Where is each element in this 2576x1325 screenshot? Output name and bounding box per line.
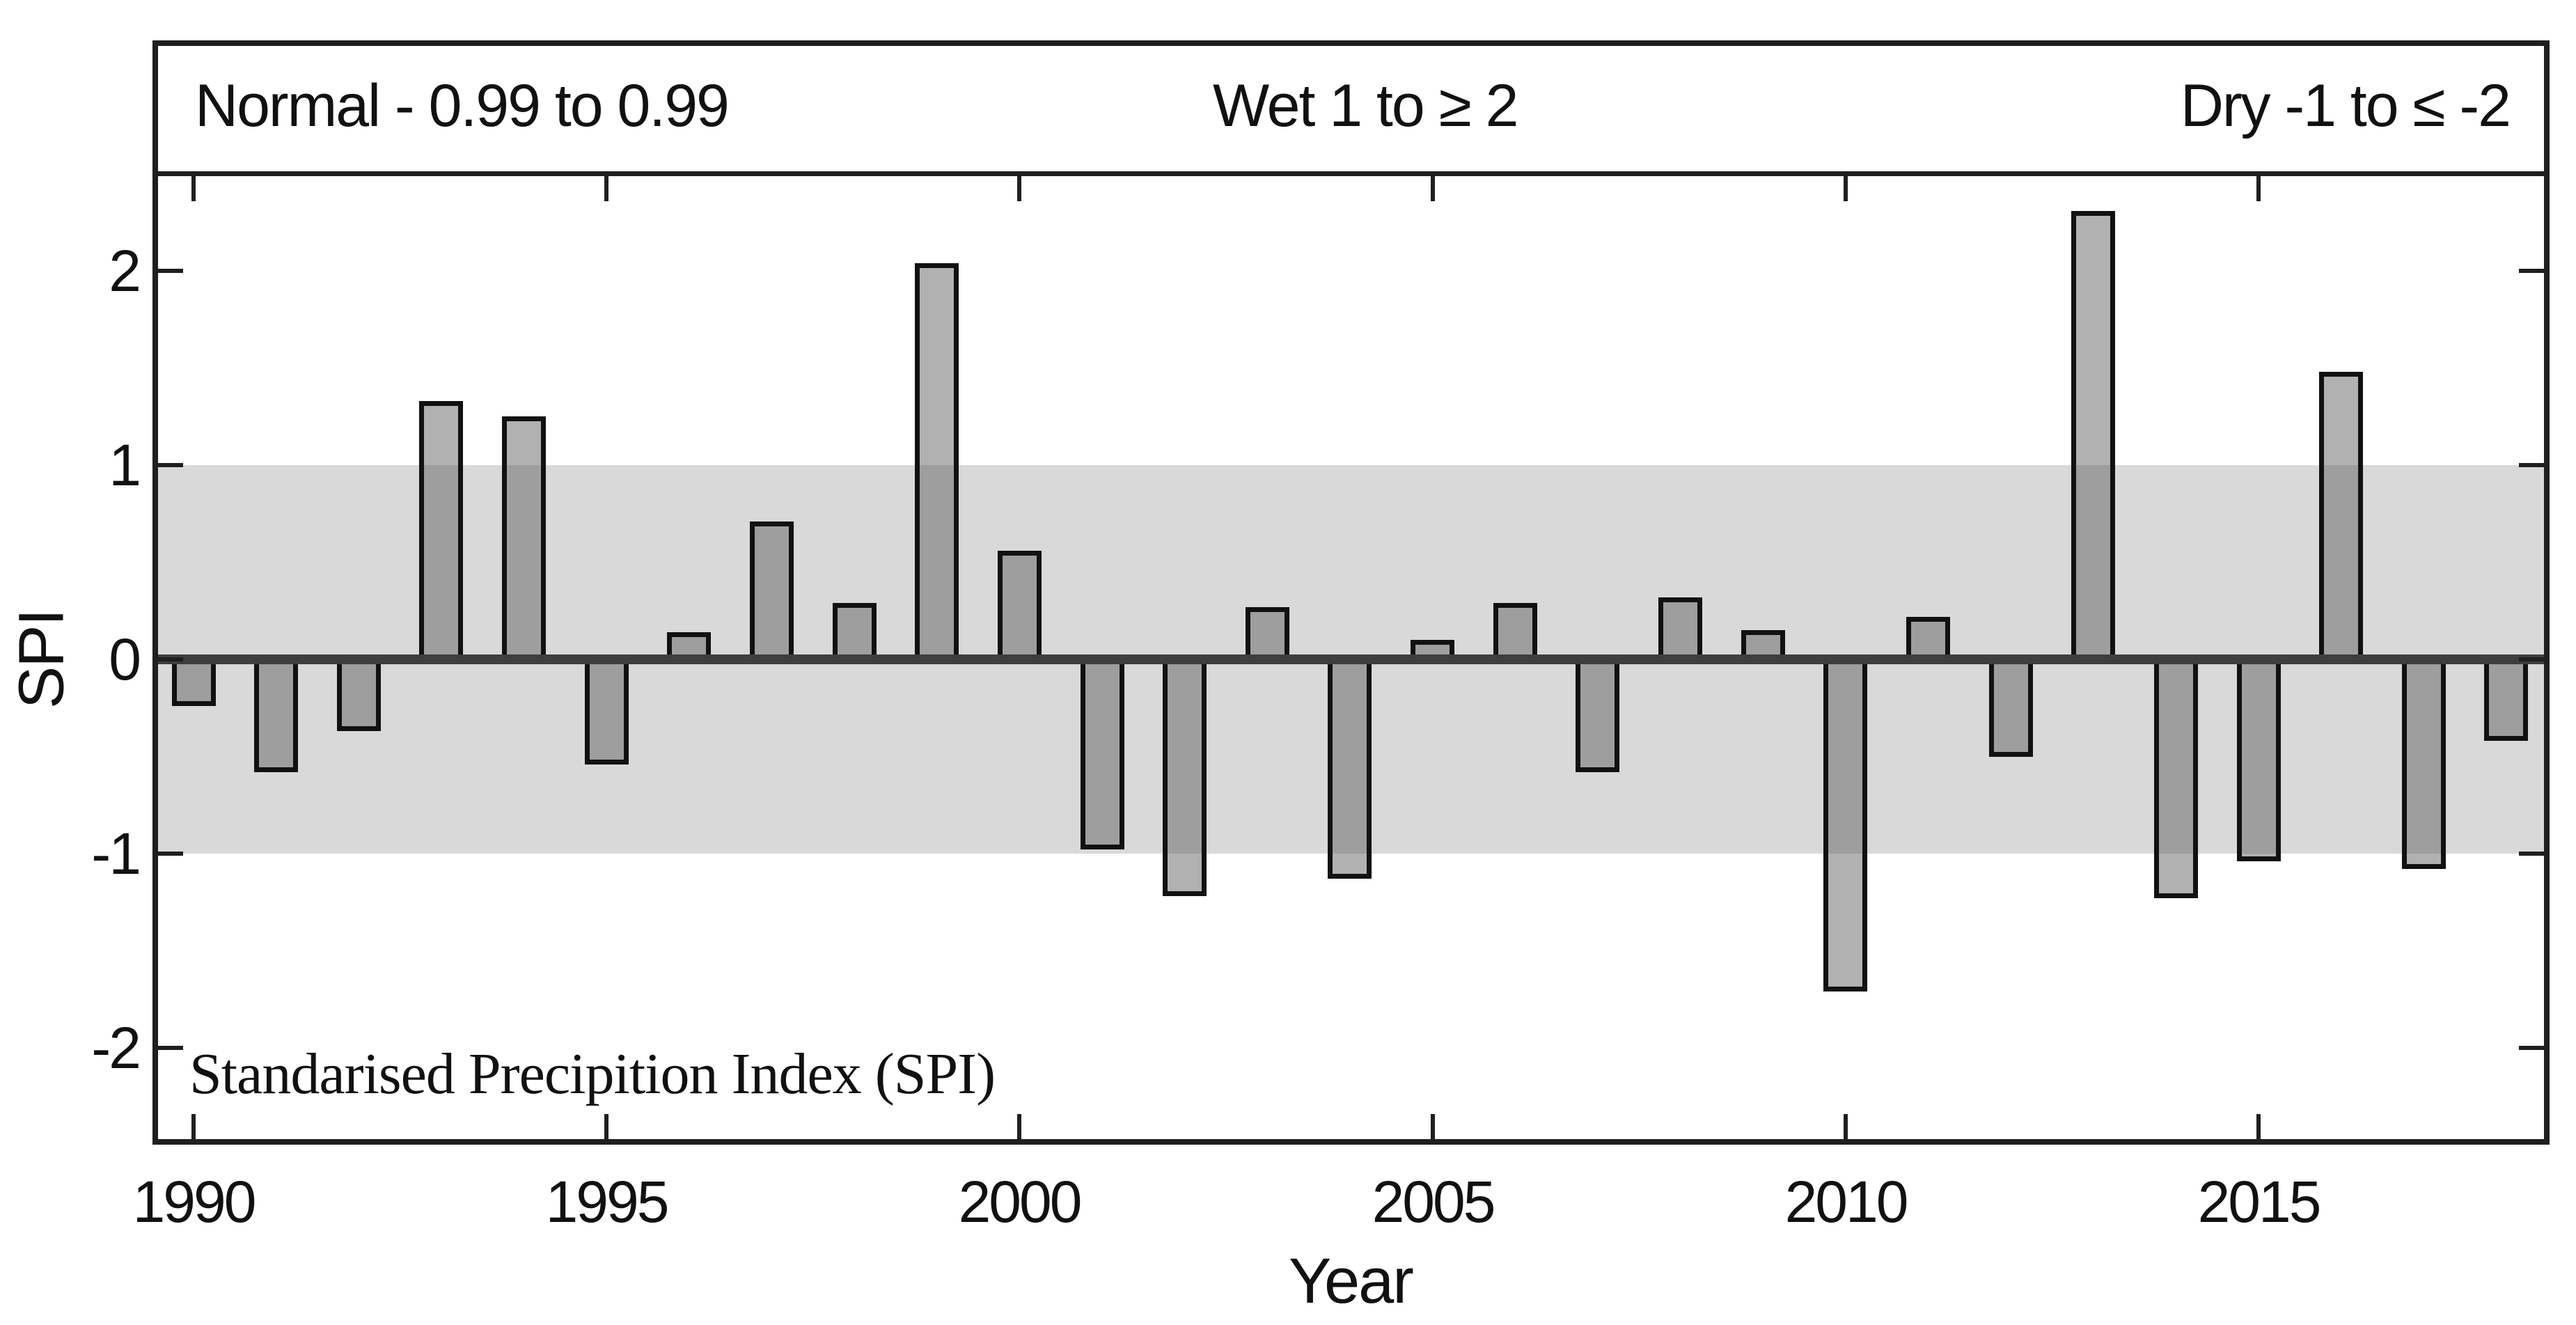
bar-1991	[254, 656, 298, 772]
y-tick-left-1	[158, 463, 183, 467]
bar-1999	[915, 263, 959, 663]
bar-2002	[1163, 656, 1207, 896]
bar-2016	[2319, 372, 2363, 663]
legend-dry-label: Dry -1 to ≤ -2	[2180, 72, 2511, 139]
x-tick-label-2010: 2010	[1784, 1169, 1909, 1234]
y-tick-label-2: 2	[109, 238, 141, 304]
bar-2006	[1493, 603, 1537, 663]
bar-2001	[1081, 656, 1124, 849]
y-tick-left-0	[158, 657, 183, 661]
x-tick-top-2000	[1017, 176, 1021, 201]
bar-2018	[2484, 656, 2528, 741]
y-tick-right--1	[2519, 852, 2544, 856]
x-tick-label-1990: 1990	[132, 1169, 257, 1234]
x-tick-top-2010	[1844, 176, 1848, 201]
y-tick-right--2	[2519, 1046, 2544, 1050]
x-tick-bottom-2000	[1017, 1114, 1021, 1139]
y-tick-left--2	[158, 1046, 183, 1050]
bar-2015	[2237, 656, 2281, 861]
bar-1998	[833, 603, 877, 663]
header-divider-line	[158, 171, 2544, 176]
x-tick-label-2015: 2015	[2197, 1169, 2322, 1234]
y-tick-right-0	[2519, 657, 2544, 661]
y-tick-label--2: -2	[91, 1015, 141, 1081]
bar-1997	[750, 522, 794, 663]
y-tick-label-1: 1	[109, 432, 141, 498]
x-tick-label-2000: 2000	[958, 1169, 1083, 1234]
bar-2010	[1823, 656, 1867, 991]
bar-2007	[1576, 656, 1619, 772]
y-tick-label--1: -1	[91, 821, 141, 886]
x-tick-top-2005	[1431, 176, 1435, 201]
y-tick-left--1	[158, 852, 183, 856]
y-tick-right-2	[2519, 269, 2544, 273]
x-tick-bottom-2015	[2256, 1114, 2261, 1139]
x-tick-top-2015	[2256, 176, 2261, 201]
chart-annotation: Standarised Precipition Index (SPI)	[189, 1042, 996, 1106]
bar-2013	[2071, 211, 2115, 663]
y-tick-label-0: 0	[109, 627, 141, 692]
x-tick-top-1995	[604, 176, 608, 201]
x-tick-bottom-2010	[1844, 1114, 1848, 1139]
x-tick-label-1995: 1995	[545, 1169, 670, 1234]
legend-wet-label: Wet 1 to ≥ 2	[1213, 72, 1518, 139]
bar-2004	[1328, 656, 1372, 879]
bar-2000	[998, 551, 1042, 663]
x-axis-title: Year	[1289, 1246, 1414, 1317]
y-tick-right-1	[2519, 463, 2544, 467]
x-tick-label-2005: 2005	[1372, 1169, 1496, 1234]
x-tick-bottom-1995	[604, 1114, 608, 1139]
zero-baseline	[158, 654, 2544, 664]
legend-normal-label: Normal - 0.99 to 0.99	[195, 72, 730, 139]
bar-1995	[585, 656, 629, 765]
bar-2012	[1989, 656, 2033, 757]
x-tick-bottom-2005	[1431, 1114, 1435, 1139]
y-tick-left-2	[158, 269, 183, 273]
x-tick-bottom-1990	[191, 1114, 196, 1139]
bar-1994	[502, 416, 546, 663]
bar-2017	[2402, 656, 2446, 869]
bar-1993	[419, 401, 463, 663]
bar-2008	[1658, 597, 1702, 663]
x-tick-top-1990	[191, 176, 196, 201]
bar-2014	[2154, 656, 2198, 898]
bar-1992	[337, 656, 381, 731]
